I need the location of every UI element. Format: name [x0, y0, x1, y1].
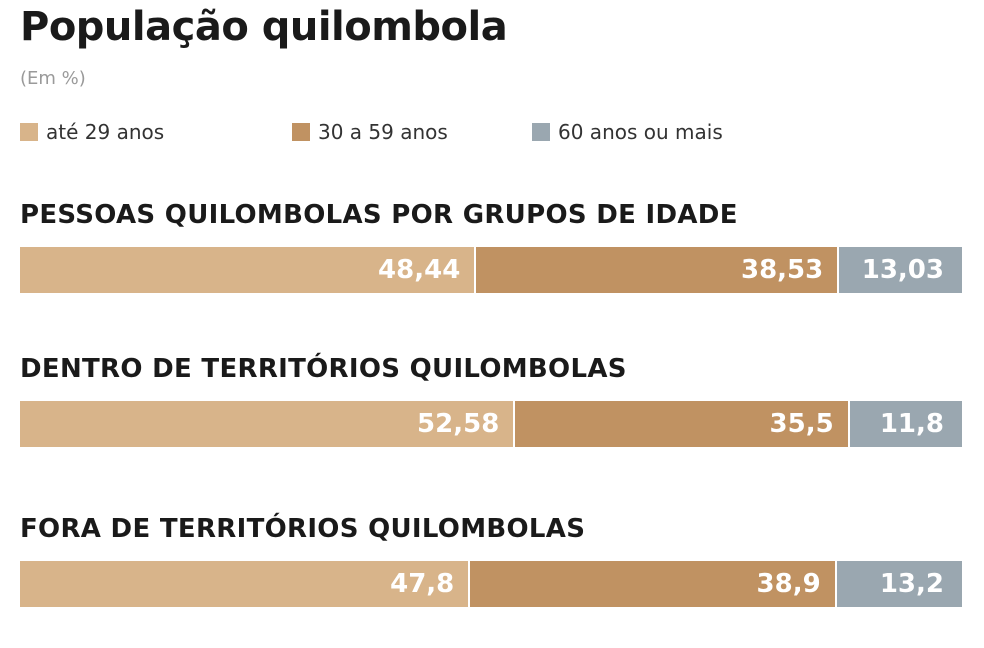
segment-60-mais: 13,03 [839, 247, 962, 293]
legend-item-60-mais: 60 anos ou mais [532, 118, 723, 146]
segment-30-59: 38,53 [476, 247, 840, 293]
bar-group-title: PESSOAS QUILOMBOLAS POR GRUPOS DE IDADE [20, 200, 738, 230]
bar-group-title: FORA DE TERRITÓRIOS QUILOMBOLAS [20, 514, 586, 544]
segment-ate-29: 52,58 [20, 401, 516, 447]
stacked-bar: 52,58 35,5 11,8 [20, 401, 962, 447]
chart-title: População quilombola [20, 4, 508, 50]
legend-label-60-mais: 60 anos ou mais [558, 120, 723, 144]
legend-label-ate-29: até 29 anos [46, 120, 165, 144]
segment-value-label: 13,2 [879, 569, 944, 599]
segment-value-label: 48,44 [378, 255, 461, 285]
segment-value-label: 47,8 [390, 569, 455, 599]
legend-swatch-60-mais [532, 123, 550, 141]
segment-30-59: 38,9 [470, 561, 837, 607]
bar-group-fora: FORA DE TERRITÓRIOS QUILOMBOLAS 47,8 38,9… [20, 512, 964, 607]
segment-value-label: 38,9 [756, 569, 821, 599]
chart-subtitle: (Em %) [20, 68, 86, 89]
legend-item-ate-29: até 29 anos [20, 118, 164, 146]
bar-group-dentro: DENTRO DE TERRITÓRIOS QUILOMBOLAS 52,58 3… [20, 352, 964, 447]
legend: até 29 anos 30 a 59 anos 60 anos ou mais [20, 118, 964, 146]
stacked-bar: 47,8 38,9 13,2 [20, 561, 962, 607]
segment-30-59: 35,5 [515, 401, 850, 447]
bar-group-title: DENTRO DE TERRITÓRIOS QUILOMBOLAS [20, 354, 627, 384]
segment-value-label: 52,58 [417, 409, 500, 439]
segment-value-label: 35,5 [769, 409, 834, 439]
legend-swatch-30-59 [292, 123, 310, 141]
segment-ate-29: 47,8 [20, 561, 471, 607]
segment-value-label: 13,03 [861, 255, 944, 285]
legend-item-30-59: 30 a 59 anos [292, 118, 448, 146]
bar-group-total: PESSOAS QUILOMBOLAS POR GRUPOS DE IDADE … [20, 198, 964, 293]
stacked-bar: 48,44 38,53 13,03 [20, 247, 962, 293]
segment-60-mais: 11,8 [849, 401, 962, 447]
segment-value-label: 38,53 [740, 255, 824, 285]
legend-swatch-ate-29 [20, 123, 38, 141]
segment-value-label: 11,8 [879, 409, 944, 439]
segment-60-mais: 13,2 [836, 561, 962, 607]
segment-ate-29: 48,44 [20, 247, 477, 293]
legend-label-30-59: 30 a 59 anos [318, 120, 448, 144]
